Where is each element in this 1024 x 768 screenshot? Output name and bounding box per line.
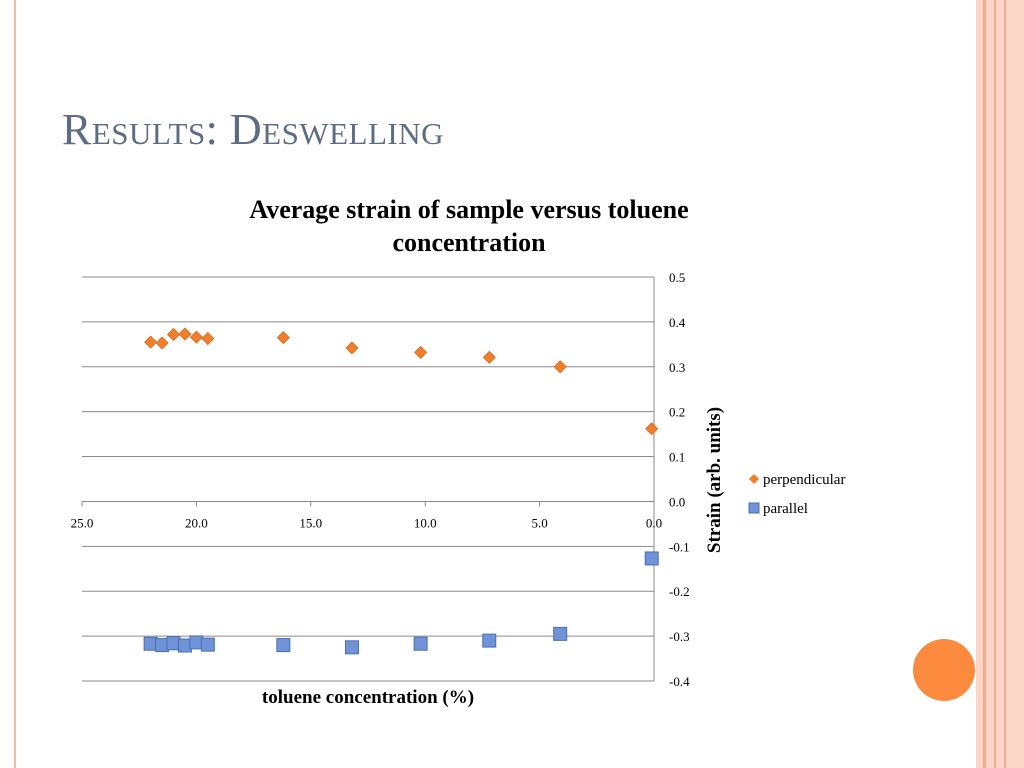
- legend-label: perpendicular: [763, 472, 845, 488]
- parallel-point: [553, 626, 568, 641]
- y-tick-label: -0.4: [669, 674, 690, 689]
- data-points: [143, 327, 659, 655]
- decor-stripe: [994, 0, 996, 768]
- y-tick-label: 0.3: [669, 360, 685, 375]
- parallel-point: [413, 636, 428, 651]
- x-axis-label: toluene concentration (%): [262, 687, 474, 708]
- x-tick-label: 20.0: [185, 515, 208, 530]
- legend-perpendicular-icon: [749, 474, 759, 484]
- parallel-point: [644, 551, 659, 566]
- slide-title: Results: Deswelling: [62, 105, 445, 154]
- x-tick-label: 0.0: [646, 515, 662, 530]
- decor-stripe: [986, 0, 994, 768]
- chart-title-line-2: concentration: [392, 228, 546, 257]
- parallel-point: [344, 640, 359, 655]
- parallel-point: [200, 637, 215, 652]
- perpendicular-point: [155, 336, 169, 350]
- perpendicular-point: [178, 327, 192, 341]
- y-axis-label: Strain (arb. units): [704, 407, 725, 553]
- legend-label: parallel: [763, 501, 808, 517]
- perpendicular-point: [414, 345, 428, 359]
- perpendicular-point: [166, 327, 181, 342]
- legend-parallel-icon: [748, 502, 760, 514]
- decor-orb: [913, 639, 975, 701]
- decor-stripe: [1004, 0, 1006, 768]
- gridlines: [81, 276, 655, 682]
- y-tick-label: 0.5: [669, 270, 685, 285]
- y-tick-label: -0.1: [669, 539, 690, 554]
- perpendicular-point: [201, 331, 215, 346]
- perpendicular-point: [645, 422, 659, 436]
- parallel-point: [276, 638, 291, 653]
- perpendicular-point: [553, 360, 567, 374]
- y-tick-label: 0.1: [669, 450, 685, 465]
- legend: perpendicular parallel: [748, 472, 845, 517]
- y-tick-label: 0.2: [669, 405, 685, 420]
- x-tick-label: 15.0: [299, 515, 322, 530]
- parallel-point: [482, 633, 497, 648]
- chart-title-line-1: Average strain of sample versus toluene: [249, 195, 688, 224]
- y-tick-label: 0.4: [669, 315, 686, 330]
- decor-stripe: [996, 0, 1004, 768]
- x-tick-label: 5.0: [531, 515, 547, 530]
- y-tick-label: -0.2: [669, 584, 690, 599]
- y-tick-label: -0.3: [669, 629, 690, 644]
- y-tick-label: 0.0: [669, 494, 685, 509]
- x-tick-label: 25.0: [71, 515, 94, 530]
- decor-stripe: [976, 0, 983, 768]
- perpendicular-point: [345, 341, 359, 355]
- tick-labels: 0.5 0.4 0.3 0.2 0.1 0.0 -0.1 -0.2 -0.3 -0.4 25.0 20…: [71, 270, 690, 689]
- perpendicular-point: [189, 330, 203, 344]
- decor-stripe: [1006, 0, 1024, 768]
- slide-frame-line: [14, 0, 16, 768]
- decor-stripe: [983, 0, 986, 768]
- x-tick-label: 10.0: [414, 515, 437, 530]
- perpendicular-point: [144, 335, 158, 349]
- perpendicular-point: [482, 350, 496, 364]
- perpendicular-point: [276, 331, 290, 345]
